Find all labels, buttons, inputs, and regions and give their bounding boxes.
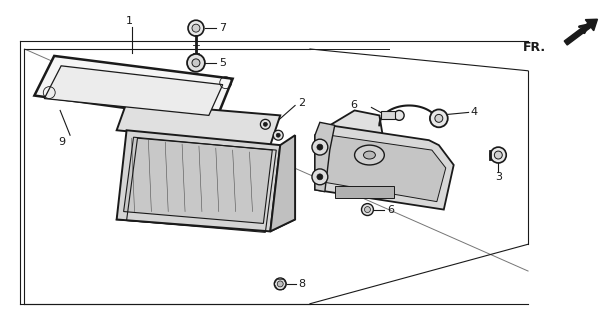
Text: 6: 6 [351,100,357,110]
Circle shape [187,54,205,72]
Circle shape [274,130,283,140]
Text: 9: 9 [59,137,65,147]
Circle shape [430,109,448,127]
Text: 6: 6 [387,204,394,215]
Polygon shape [34,56,233,120]
Text: 1: 1 [126,16,133,26]
Bar [335,186,394,198]
Polygon shape [322,135,446,202]
Polygon shape [117,208,295,231]
Circle shape [277,281,283,287]
Circle shape [192,24,200,32]
Circle shape [365,207,370,212]
Text: 7: 7 [218,23,226,33]
Circle shape [192,59,200,67]
Circle shape [312,139,328,155]
Ellipse shape [354,145,384,165]
Circle shape [312,169,328,185]
Circle shape [260,119,271,129]
Polygon shape [117,102,280,145]
Text: 3: 3 [495,172,502,182]
Circle shape [394,110,404,120]
Ellipse shape [364,151,375,159]
Circle shape [317,144,323,150]
Circle shape [274,278,286,290]
Polygon shape [315,122,335,192]
Circle shape [317,174,323,180]
Bar [381,111,395,119]
Polygon shape [124,137,272,223]
Circle shape [276,133,280,137]
Circle shape [188,20,204,36]
Polygon shape [117,130,280,231]
Circle shape [490,147,506,163]
Polygon shape [44,66,223,116]
Text: FR.: FR. [523,42,546,54]
Polygon shape [330,110,384,160]
FancyArrow shape [564,19,597,45]
Text: 2: 2 [298,98,305,108]
Polygon shape [315,125,453,210]
Circle shape [263,122,267,126]
Circle shape [362,204,373,215]
Polygon shape [271,135,295,231]
Text: 8: 8 [298,279,305,289]
Text: 4: 4 [471,108,478,117]
Circle shape [494,151,502,159]
Text: 5: 5 [218,58,226,68]
Circle shape [435,114,443,122]
